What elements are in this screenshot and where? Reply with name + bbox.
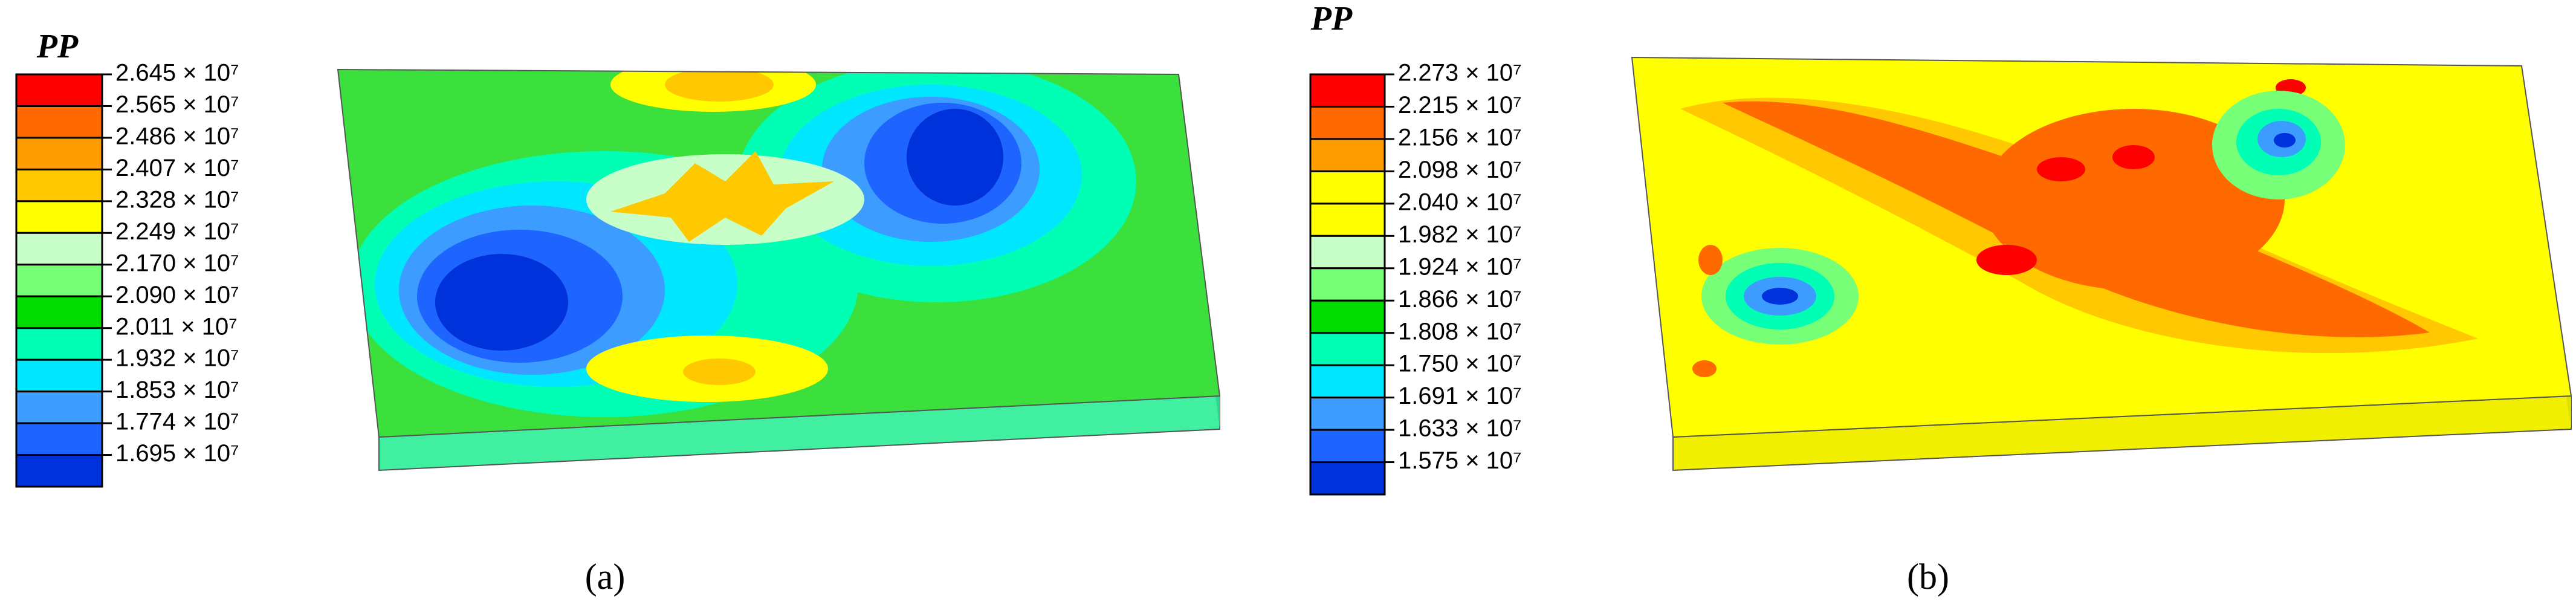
legend-swatch bbox=[1309, 73, 1386, 108]
legend-label: 1.924 × 10⁷ bbox=[1398, 253, 1522, 280]
legend-label: 1.633 × 10⁷ bbox=[1398, 415, 1522, 442]
legend-swatch bbox=[1309, 461, 1386, 496]
legend-label: 2.565 × 10⁷ bbox=[115, 91, 239, 118]
legend-swatch bbox=[1309, 332, 1386, 366]
legend-swatch bbox=[15, 327, 103, 361]
panel-caption: (b) bbox=[1907, 557, 1949, 597]
legend-label: 2.486 × 10⁷ bbox=[115, 123, 239, 149]
legend-label: 1.866 × 10⁷ bbox=[1398, 286, 1522, 313]
legend-swatch bbox=[15, 105, 103, 139]
contour-plate-b bbox=[1631, 56, 2572, 472]
legend-label: 2.156 × 10⁷ bbox=[1398, 124, 1522, 151]
legend-swatch bbox=[1309, 397, 1386, 431]
legend-label: 2.645 × 10⁷ bbox=[115, 60, 239, 86]
legend-label: 2.040 × 10⁷ bbox=[1398, 189, 1522, 215]
legend-swatch bbox=[1309, 235, 1386, 270]
legend-swatch bbox=[1309, 170, 1386, 205]
legend-label: 2.328 × 10⁷ bbox=[115, 186, 239, 213]
legend-label: 1.695 × 10⁷ bbox=[115, 440, 239, 467]
legend-swatch bbox=[15, 295, 103, 329]
legend-label: 1.774 × 10⁷ bbox=[115, 409, 239, 435]
legend-swatch bbox=[15, 454, 103, 488]
legend-label: 1.982 × 10⁷ bbox=[1398, 221, 1522, 248]
legend-label: 1.932 × 10⁷ bbox=[115, 345, 239, 372]
legend-swatch bbox=[15, 264, 103, 297]
legend-title: PP bbox=[1310, 0, 1353, 37]
legend-label: 1.575 × 10⁷ bbox=[1398, 447, 1522, 474]
legend-label: 1.691 × 10⁷ bbox=[1398, 383, 1522, 409]
legend-label: 1.853 × 10⁷ bbox=[115, 377, 239, 403]
legend-swatch bbox=[15, 358, 103, 393]
legend-swatch bbox=[15, 137, 103, 170]
legend-label: 2.098 × 10⁷ bbox=[1398, 157, 1522, 183]
contour-plate-a bbox=[337, 68, 1221, 472]
legend-swatch bbox=[1309, 267, 1386, 302]
legend-title: PP bbox=[36, 28, 79, 65]
legend-label: 2.407 × 10⁷ bbox=[115, 155, 239, 181]
legend-label: 2.090 × 10⁷ bbox=[115, 282, 239, 308]
legend-label: 2.215 × 10⁷ bbox=[1398, 92, 1522, 118]
legend-label: 2.170 × 10⁷ bbox=[115, 250, 239, 276]
panel-caption: (a) bbox=[585, 557, 626, 597]
legend-swatch bbox=[15, 391, 103, 424]
legend-swatch bbox=[15, 168, 103, 203]
legend-swatch bbox=[15, 422, 103, 456]
legend-swatch bbox=[1309, 429, 1386, 464]
legend-label: 2.011 × 10⁷ bbox=[115, 313, 238, 340]
legend-swatch bbox=[1309, 364, 1386, 399]
legend-swatch bbox=[15, 232, 103, 266]
legend-swatch bbox=[1309, 138, 1386, 172]
legend-swatch bbox=[1309, 105, 1386, 140]
legend-swatch bbox=[1309, 299, 1386, 334]
legend-swatch bbox=[1309, 203, 1386, 237]
legend-swatch bbox=[15, 200, 103, 234]
legend-label: 2.273 × 10⁷ bbox=[1398, 60, 1522, 86]
legend-label: 1.808 × 10⁷ bbox=[1398, 318, 1522, 345]
legend-swatch bbox=[15, 73, 103, 107]
legend-label: 1.750 × 10⁷ bbox=[1398, 351, 1522, 377]
legend-label: 2.249 × 10⁷ bbox=[115, 218, 239, 245]
